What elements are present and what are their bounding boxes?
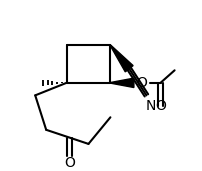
Text: N: N [146,99,156,113]
Polygon shape [110,78,134,88]
Polygon shape [110,45,133,72]
Text: O: O [64,156,75,170]
Text: O: O [136,76,147,90]
Text: O: O [155,99,166,113]
